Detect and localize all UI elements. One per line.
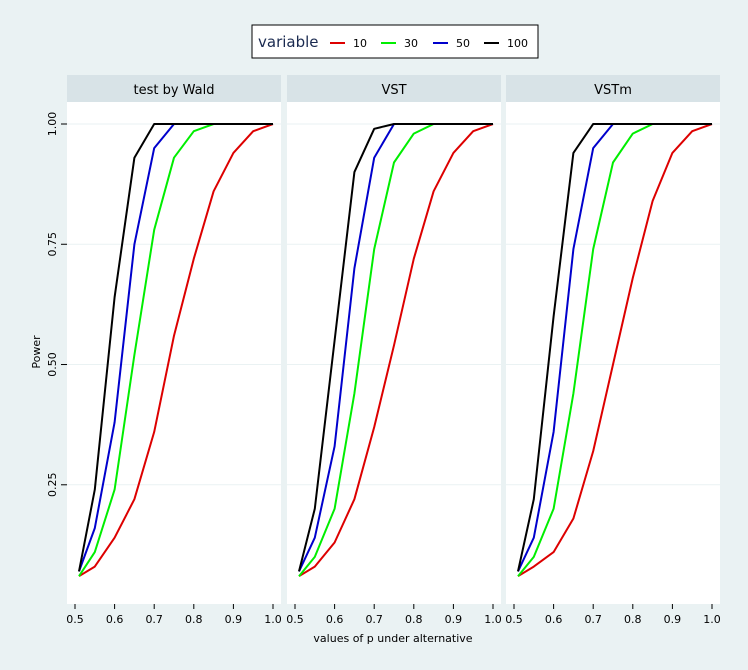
x-tick-label: 0.7 (365, 613, 383, 626)
plot-area (287, 102, 501, 604)
series-line-30 (298, 123, 493, 577)
series-line-30 (517, 123, 712, 577)
series-line-10 (517, 123, 713, 578)
x-tick-label: 0.8 (624, 613, 642, 626)
panel-title: VST (381, 83, 406, 98)
y-tick-label: 1.00 (46, 112, 59, 137)
x-tick-label: 0.7 (584, 613, 602, 626)
x-tick-label: 0.9 (664, 613, 682, 626)
legend-label-100: 100 (507, 37, 528, 50)
x-tick-label: 0.9 (225, 613, 243, 626)
x-tick-label: 0.6 (326, 613, 344, 626)
panel-2: VST 0.5 0.6 0.7 0.8 0.9 1.0 (286, 75, 502, 626)
legend-box (251, 24, 539, 59)
legend-entries: 10 30 50 100 (330, 37, 528, 50)
x-tick-label: 1.0 (703, 613, 721, 626)
y-tick-label: 0.50 (46, 352, 59, 377)
legend: variable 10 30 50 100 (251, 24, 539, 59)
y-tick-label: 0.25 (46, 473, 59, 498)
x-tick-label: 1.0 (264, 613, 282, 626)
x-tick-label: 0.5 (505, 613, 523, 626)
x-tick-label: 0.6 (545, 613, 563, 626)
panel-3: VSTm 0.5 0.6 0.7 0.8 0.9 1.0 (505, 75, 721, 626)
series-line-100 (298, 123, 493, 572)
x-tick-label: 0.8 (185, 613, 203, 626)
x-axis-title: values of p under alternative (313, 632, 472, 645)
panel-1: test by Wald 0.25 0.50 0.75 1.00 0.5 0.6 0.7 0.8… (46, 75, 282, 626)
series-line-10 (298, 123, 494, 578)
panel-title: VSTm (594, 83, 632, 98)
x-tick-label: 0.7 (145, 613, 163, 626)
panel-strip (67, 75, 281, 102)
x-tick-label: 1.0 (484, 613, 502, 626)
plot-area (506, 102, 720, 604)
x-tick-label: 0.6 (106, 613, 124, 626)
series-line-10 (78, 123, 274, 578)
legend-label-50: 50 (456, 37, 470, 50)
panel-strip (287, 75, 501, 102)
legend-label-10: 10 (353, 37, 367, 50)
x-tick-label: 0.9 (445, 613, 463, 626)
legend-label-30: 30 (404, 37, 418, 50)
x-tick-label: 0.5 (66, 613, 84, 626)
series-line-100 (517, 123, 712, 572)
series-line-30 (78, 123, 273, 577)
panels: test by Wald 0.25 0.50 0.75 1.00 0.5 0.6 0.7 0.8… (46, 75, 721, 626)
x-tick-label: 0.5 (286, 613, 304, 626)
x-tick-label: 0.8 (405, 613, 423, 626)
panel-title: test by Wald (133, 83, 214, 98)
panel-strip (506, 75, 720, 102)
plot-area (67, 102, 281, 604)
legend-title: variable (258, 33, 319, 51)
y-axis-title: Power (30, 335, 43, 369)
series-line-100 (78, 123, 273, 572)
y-tick-label: 0.75 (46, 232, 59, 257)
